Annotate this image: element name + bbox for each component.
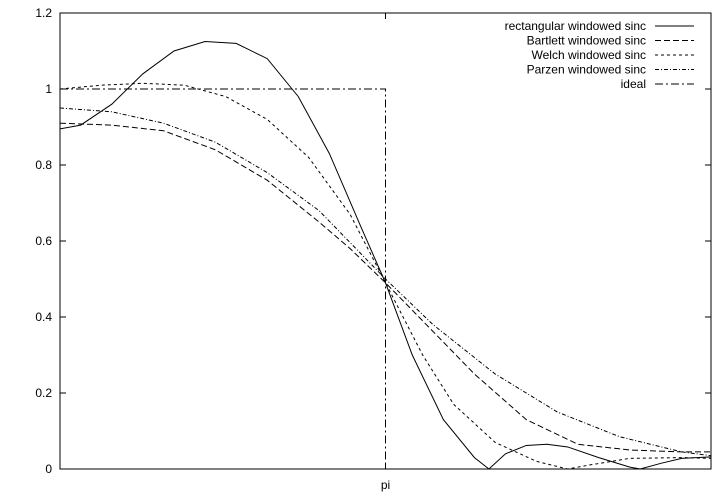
- legend-label-3: Parzen windowed sinc: [527, 63, 646, 77]
- legend-label-1: Bartlett windowed sinc: [527, 34, 646, 48]
- y-tick-label-0: 0: [45, 462, 52, 476]
- ticks: 0 0.2 0.4 0.6 0.8 1 1.2 pi: [35, 6, 711, 492]
- y-tick-label-5: 1: [45, 82, 52, 96]
- legend-label-4: ideal: [621, 77, 646, 91]
- legend-label-0: rectangular windowed sinc: [505, 19, 646, 33]
- x-tick-label-0: pi: [381, 478, 390, 492]
- series-line-0: [59, 40, 712, 470]
- legend-label-2: Welch windowed sinc: [532, 48, 647, 62]
- y-tick-label-6: 1.2: [35, 6, 52, 20]
- series-line-2: [59, 82, 712, 470]
- plot-frame: [59, 12, 712, 470]
- series-line-4: [60, 88, 711, 470]
- series-lines: [59, 40, 712, 470]
- y-tick-label-4: 0.8: [35, 158, 52, 172]
- y-tick-label-1: 0.2: [35, 386, 52, 400]
- y-tick-label-2: 0.4: [35, 310, 52, 324]
- series-line-1: [59, 122, 711, 453]
- y-tick-label-3: 0.6: [35, 234, 52, 248]
